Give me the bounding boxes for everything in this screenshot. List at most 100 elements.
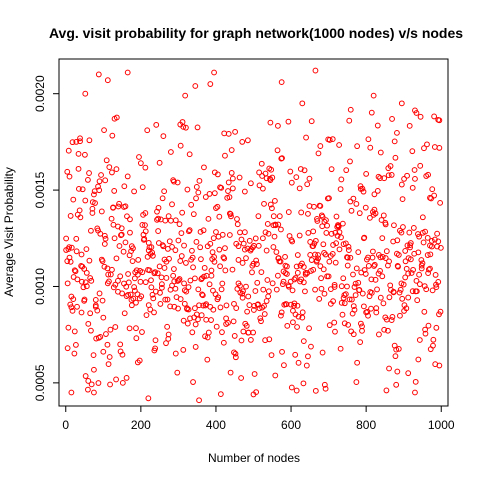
data-point [221,255,228,262]
data-point [157,301,164,307]
data-point [386,258,392,265]
data-point [207,240,214,247]
data-point [265,230,272,237]
data-point [285,118,292,125]
data-point [236,174,243,181]
data-point [321,249,327,256]
data-point [323,230,330,236]
data-point [437,244,444,251]
data-point [432,272,439,278]
data-point [219,231,226,238]
data-point [95,183,101,190]
data-point [424,252,431,258]
data-point [213,229,219,235]
data-point [291,302,297,309]
data-point [196,302,202,309]
data-point [115,203,122,210]
data-point [342,291,349,298]
data-point [203,316,210,323]
data-point [190,379,196,385]
data-point [402,258,409,265]
data-point [247,337,254,343]
data-point [181,287,188,294]
data-point [149,291,156,298]
data-point [323,217,329,224]
data-point [430,342,436,349]
data-point [247,180,254,187]
data-point [259,235,266,242]
data-point [311,203,317,210]
data-point [83,246,90,253]
data-point [329,136,336,142]
data-point [372,210,379,217]
data-point [388,172,395,178]
data-point [136,357,143,364]
data-point [239,294,246,301]
data-point [431,192,438,199]
data-point [431,144,438,150]
data-point [238,375,245,381]
data-point [229,185,236,192]
data-point [148,284,155,291]
data-point [86,257,93,264]
data-point [319,349,326,356]
data-point [314,218,321,224]
data-point [398,100,405,107]
data-point [306,175,313,182]
data-point [285,209,292,215]
data-point [110,204,116,211]
data-point [427,251,434,258]
data-point [119,351,126,358]
data-point [216,213,223,220]
data-point [262,229,269,236]
data-point [201,273,207,280]
data-point [308,257,315,263]
data-point [226,232,233,238]
data-point [241,246,248,253]
data-point [374,187,381,194]
data-point [69,307,76,314]
data-point [402,248,409,254]
data-point [299,100,306,107]
data-point [104,77,111,84]
data-point [406,122,413,129]
data-point [320,241,327,248]
data-point [209,249,216,256]
data-point [118,232,124,239]
data-point [158,281,165,288]
data-point [308,118,315,125]
data-point [213,323,220,330]
data-point [293,174,300,181]
data-point [164,296,171,303]
data-point [331,281,338,288]
data-point [152,337,159,344]
data-point [230,318,237,325]
data-point [272,222,279,229]
data-point [73,342,79,348]
data-point [378,217,385,223]
data-point [394,237,401,244]
data-point [406,229,413,236]
data-point [395,346,402,352]
data-point [88,327,94,334]
data-point [77,135,83,142]
data-point [165,331,172,338]
data-point [387,163,394,169]
data-point [167,303,174,310]
data-point [223,302,230,309]
data-point [67,301,74,308]
data-point [153,121,160,128]
data-point [202,333,208,340]
data-point [263,247,270,254]
data-point [405,294,412,301]
x-tick-label: 400 [206,418,226,432]
data-point [76,185,82,192]
data-point [154,216,160,223]
data-point [155,204,162,211]
data-point [74,303,80,310]
data-point [305,210,311,217]
data-point [391,222,397,229]
data-point [133,299,139,306]
data-point [294,269,301,276]
data-point [192,275,198,282]
